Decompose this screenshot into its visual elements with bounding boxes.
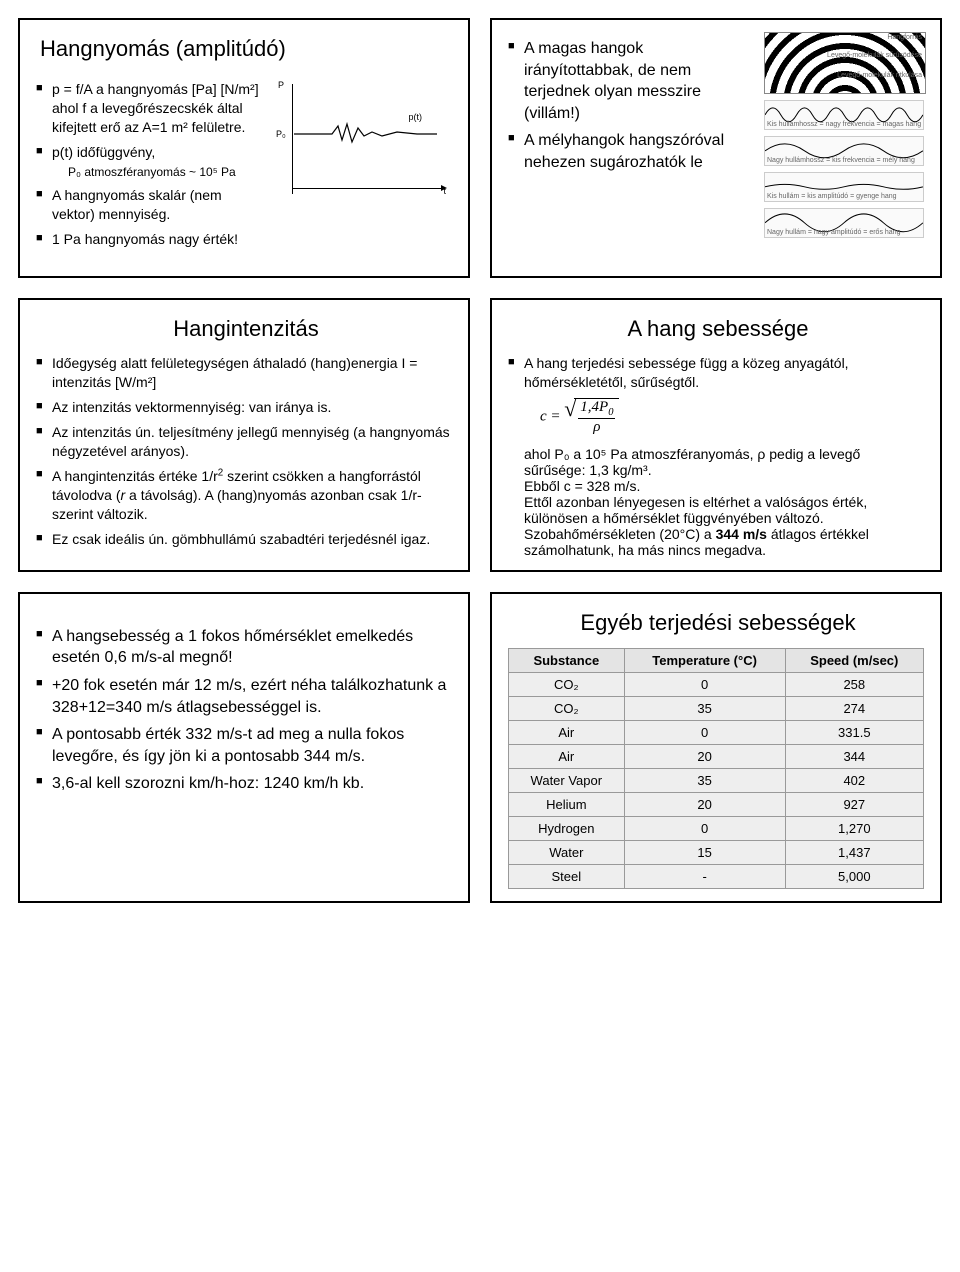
table-cell: Water [509,840,625,864]
bullet: Az intenzitás vektormennyiség: van irány… [36,398,452,417]
table-cell: 15 [624,840,785,864]
bullet: +20 fok esetén már 12 m/s, ezért néha ta… [36,675,452,718]
slide-title: Hangnyomás (amplitúdó) [40,36,452,62]
bullet: 3,6-al kell szorozni km/h-hoz: 1240 km/h… [36,773,452,795]
wave-row: Kis hullámhossz = nagy frekvencia = maga… [764,100,924,130]
table-row: Helium20927 [509,792,924,816]
bullet-text: A hangintenzitás értéke 1/r2 szerint csö… [52,468,422,522]
wave-row: Nagy hullám = nagy amplitúdó = erős hang [764,208,924,238]
slide-intensity: Hangintenzitás Időegység alatt felületeg… [18,298,470,572]
bullet: p(t) időfüggvény, P₀ atmoszféranyomás ~ … [36,143,264,180]
table-cell: 0 [624,816,785,840]
bullet-text: p(t) időfüggvény, [52,144,155,160]
slide-speed: A hang sebessége A hang terjedési sebess… [490,298,942,572]
bullet: p = f/A a hangnyomás [Pa] [N/m²] ahol f … [36,80,264,137]
table-row: Hydrogen01,270 [509,816,924,840]
slide-speeds-table: Egyéb terjedési sebességek SubstanceTemp… [490,592,942,903]
speeds-table: SubstanceTemperature (°C)Speed (m/sec) C… [508,648,924,889]
table-cell: 402 [785,768,923,792]
table-row: CO₂35274 [509,696,924,720]
wave-diagram: Hangforrás Levegő-molekulák sűrűsödése L… [764,32,924,238]
bullet: A hangnyomás skalár (nem vektor) mennyis… [36,186,264,224]
table-cell: 0 [624,672,785,696]
table-row: CO₂0258 [509,672,924,696]
slide-speed-increase: A hangsebesség a 1 fokos hőmérséklet eme… [18,592,470,903]
table-cell: 258 [785,672,923,696]
bullet: Az intenzitás ún. teljesítmény jellegű m… [36,423,452,461]
pressure-plot: P P₀ p(t) t [272,74,452,204]
table-cell: 5,000 [785,864,923,888]
slide-title: Egyéb terjedési sebességek [512,610,924,636]
table-cell: 1,270 [785,816,923,840]
table-cell: - [624,864,785,888]
table-row: Air20344 [509,744,924,768]
bullet: A hangintenzitás értéke 1/r2 szerint csö… [36,466,452,523]
bullet: 1 Pa hangnyomás nagy érték! [36,230,264,249]
bullet: A magas hangok irányítottabbak, de nem t… [508,38,756,124]
formula: c = √ 1,4P0 ρ [540,398,924,436]
table-cell: 20 [624,744,785,768]
table-cell: 0 [624,720,785,744]
table-cell: 927 [785,792,923,816]
slide-title: A hang sebessége [512,316,924,342]
table-cell: 35 [624,768,785,792]
bullet-sub: P₀ atmoszféranyomás ~ 10⁵ Pa [52,164,264,180]
table-cell: 35 [624,696,785,720]
wave-row: Nagy hullámhossz = kis frekvencia = mély… [764,136,924,166]
table-cell: Water Vapor [509,768,625,792]
table-cell: Air [509,744,625,768]
table-cell: 1,437 [785,840,923,864]
table-row: Water151,437 [509,840,924,864]
slide-title: Hangintenzitás [40,316,452,342]
table-header: Substance [509,648,625,672]
paragraph: ahol P₀ a 10⁵ Pa atmoszféranyomás, ρ ped… [508,446,924,558]
waveform-icon [272,74,452,204]
table-row: Water Vapor35402 [509,768,924,792]
slide-hangnyomas: Hangnyomás (amplitúdó) p = f/A a hangnyo… [18,18,470,278]
table-cell: 331.5 [785,720,923,744]
table-row: Air0331.5 [509,720,924,744]
ripple-icon: Hangforrás Levegő-molekulák sűrűsödése L… [764,32,926,94]
bullet: A mélyhangok hangszóróval nehezen sugáro… [508,130,756,173]
table-cell: 344 [785,744,923,768]
table-cell: Air [509,720,625,744]
wave-row: Kis hullám = kis amplitúdó = gyenge hang [764,172,924,202]
table-cell: Steel [509,864,625,888]
table-header: Temperature (°C) [624,648,785,672]
bullet: A hangsebesség a 1 fokos hőmérséklet eme… [36,626,452,669]
table-cell: Helium [509,792,625,816]
table-cell: 20 [624,792,785,816]
bullet: A pontosabb érték 332 m/s-t ad meg a nul… [36,724,452,767]
bullet: Időegység alatt felületegységen áthaladó… [36,354,452,392]
table-cell: 274 [785,696,923,720]
slide-directivity: A magas hangok irányítottabbak, de nem t… [490,18,942,278]
table-cell: Hydrogen [509,816,625,840]
table-header: Speed (m/sec) [785,648,923,672]
table-cell: CO₂ [509,672,625,696]
bullet: Ez csak ideális ún. gömbhullámú szabadté… [36,530,452,549]
table-row: Steel-5,000 [509,864,924,888]
table-cell: CO₂ [509,696,625,720]
bullet: A hang terjedési sebessége függ a közeg … [508,354,924,392]
